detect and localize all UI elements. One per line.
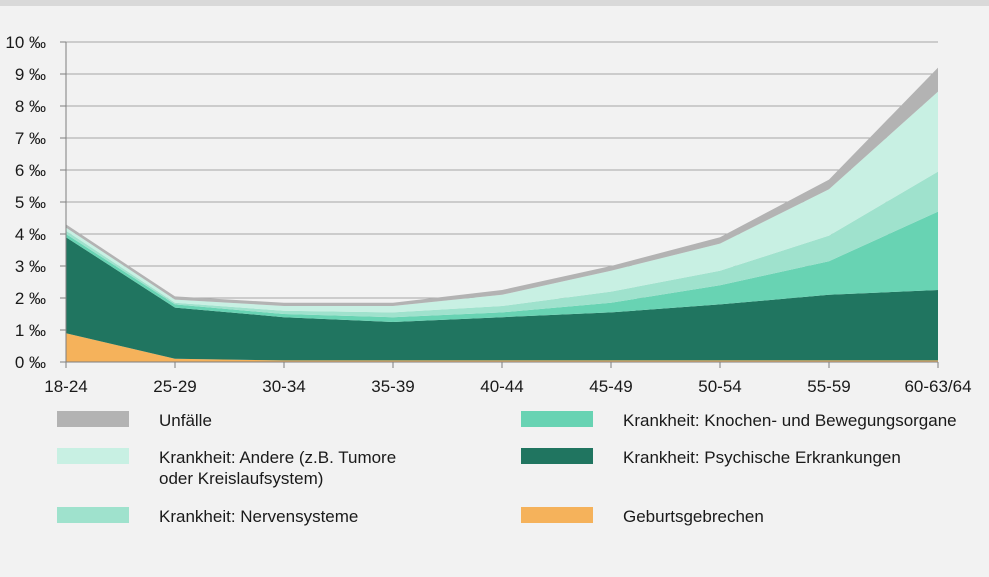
legend-item-nervensysteme: Krankheit: Nervensysteme — [57, 506, 358, 527]
legend-label: Krankheit: Nervensysteme — [159, 507, 359, 526]
y-tick-label: 7 ‰ — [15, 129, 46, 148]
area-series — [66, 67, 938, 362]
legend-label: Krankheit: Andere (z.B. Tumore oder Krei… — [159, 448, 397, 488]
y-tick-label: 5 ‰ — [15, 193, 46, 212]
x-tick-label: 45-49 — [589, 377, 632, 396]
legend-label: Krankheit: Knochen- und Bewegungsorgane — [623, 411, 957, 430]
y-tick-label: 8 ‰ — [15, 97, 46, 116]
legend-swatch — [521, 411, 593, 427]
y-tick-label: 3 ‰ — [15, 257, 46, 276]
legend-label: Krankheit: Psychische Erkrankungen — [623, 448, 901, 467]
top-divider — [0, 0, 989, 6]
legend-swatch — [521, 448, 593, 464]
x-tick-label: 25-29 — [153, 377, 196, 396]
legend-item-psychische: Krankheit: Psychische Erkrankungen — [521, 447, 901, 468]
x-tick-labels: 18-24 25-29 30-34 35-39 40-44 45-49 50-54 55-59… — [44, 377, 971, 396]
legend-item-geburtsgebrechen: Geburtsgebrechen — [521, 506, 764, 527]
legend-swatch — [57, 411, 129, 427]
x-tick-label: 50-54 — [698, 377, 741, 396]
y-tick-label: 6 ‰ — [15, 161, 46, 180]
x-tick-label: 35-39 — [371, 377, 414, 396]
area-krankheit-andere-z-b-tumore-oder-kreislaufsystem — [66, 91, 938, 313]
area-geburtsgebrechen — [66, 333, 938, 362]
legend-item-knochen: Krankheit: Knochen- und Bewegungsorgane — [521, 410, 957, 431]
area-krankheit-psychische-erkrankungen — [66, 237, 938, 361]
area-krankheit-nervensysteme — [66, 171, 938, 318]
y-tick-label: 4 ‰ — [15, 225, 46, 244]
legend-swatch — [57, 448, 129, 464]
legend-swatch — [57, 507, 129, 523]
y-tick-label: 10 ‰ — [5, 33, 46, 52]
axes — [60, 41, 939, 368]
y-tick-labels: 0 ‰ 1 ‰ 2 ‰ 3 ‰ 4 ‰ 5 ‰ 6 ‰ 7 ‰ 8 ‰ 9 ‰ 10 ‰ — [5, 33, 46, 372]
x-tick-label: 18-24 — [44, 377, 87, 396]
legend-item-andere: Krankheit: Andere (z.B. Tumore oder Krei… — [57, 447, 396, 489]
legend-item-unfaelle: Unfälle — [57, 410, 212, 431]
y-tick-label: 0 ‰ — [15, 353, 46, 372]
area-krankheit-knochen-und-bewegungsorgane — [66, 211, 938, 322]
x-tick-label: 55-59 — [807, 377, 850, 396]
y-tick-label: 1 ‰ — [15, 321, 46, 340]
x-tick-label: 60-63/64 — [904, 377, 971, 396]
x-tick-label: 40-44 — [480, 377, 523, 396]
legend-label: Geburtsgebrechen — [623, 507, 764, 526]
x-tick-label: 30-34 — [262, 377, 305, 396]
legend-label: Unfälle — [159, 411, 212, 430]
area-unf-lle — [66, 67, 938, 306]
y-tick-label: 2 ‰ — [15, 289, 46, 308]
legend-swatch — [521, 507, 593, 523]
y-tick-label: 9 ‰ — [15, 65, 46, 84]
